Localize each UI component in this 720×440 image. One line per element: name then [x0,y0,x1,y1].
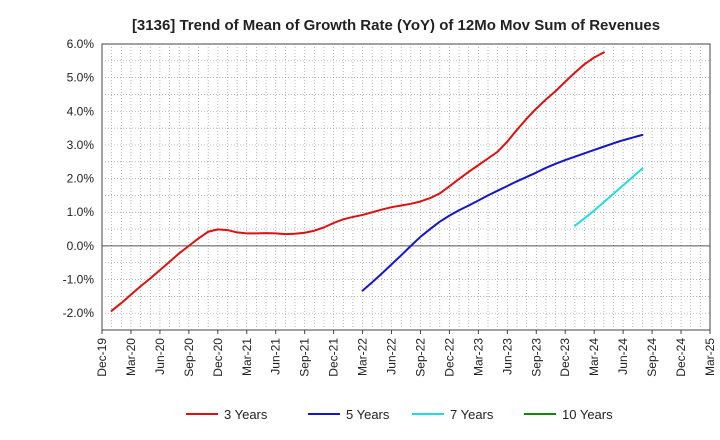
chart-title: [3136] Trend of Mean of Growth Rate (YoY… [132,17,660,34]
legend-label-7-years: 7 Years [450,407,494,422]
x-tick-label: Dec-20 [211,338,225,377]
x-tick-label: Mar-23 [471,338,485,376]
x-tick-label: Dec-22 [442,338,456,377]
x-tick-label: Sep-24 [645,338,659,377]
x-tick-label: Jun-21 [269,338,283,375]
x-tick-label: Jun-20 [153,338,167,375]
legend-label-10-years: 10 Years [562,407,613,422]
x-tick-label: Mar-25 [703,338,717,376]
x-tick-label: Mar-22 [356,338,370,376]
series-line-5-years [361,133,644,292]
x-tick-label: Sep-22 [413,338,427,377]
y-tick-label: 1.0% [67,205,95,219]
grid-layer [101,43,711,331]
y-tick-label: 5.0% [67,71,95,85]
legend-label-5-years: 5 Years [346,407,390,422]
y-tick-label: 0.0% [67,239,95,253]
x-tick-label: Mar-20 [124,338,138,376]
legend-label-3-years: 3 Years [224,407,268,422]
y-tick-label: 2.0% [67,172,95,186]
x-tick-label: Dec-21 [327,338,341,377]
y-tick-label: 3.0% [67,138,95,152]
y-tick-label: -2.0% [63,306,95,320]
x-tick-label: Jun-22 [385,338,399,375]
x-tick-label: Mar-24 [587,338,601,376]
x-tick-label: Dec-24 [674,338,688,377]
legend: 3 Years 5 Years 7 Years 10 Years [186,407,613,422]
plot-area [101,43,711,331]
x-tick-label: Sep-23 [529,338,543,377]
x-tick-label: Jun-23 [500,338,514,375]
series-line-3-years [110,51,605,312]
x-tick-label: Sep-21 [298,338,312,377]
series-layer [110,51,644,312]
y-tick-label: -1.0% [63,273,95,287]
axis-layer: -2.0% -1.0% 0.0% 1.0% 2.0% 3.0% 4.0% 5.0% 6.0% De… [63,37,717,377]
y-tick-label: 4.0% [67,104,95,118]
x-tick-label: Sep-20 [182,338,196,377]
series-line-7-years [573,167,644,227]
x-tick-label: Mar-21 [240,338,254,376]
x-tick-label: Dec-19 [95,338,109,377]
x-tick-label: Dec-23 [558,338,572,377]
y-tick-label: 6.0% [67,37,95,51]
x-tick-label: Jun-24 [616,338,630,375]
